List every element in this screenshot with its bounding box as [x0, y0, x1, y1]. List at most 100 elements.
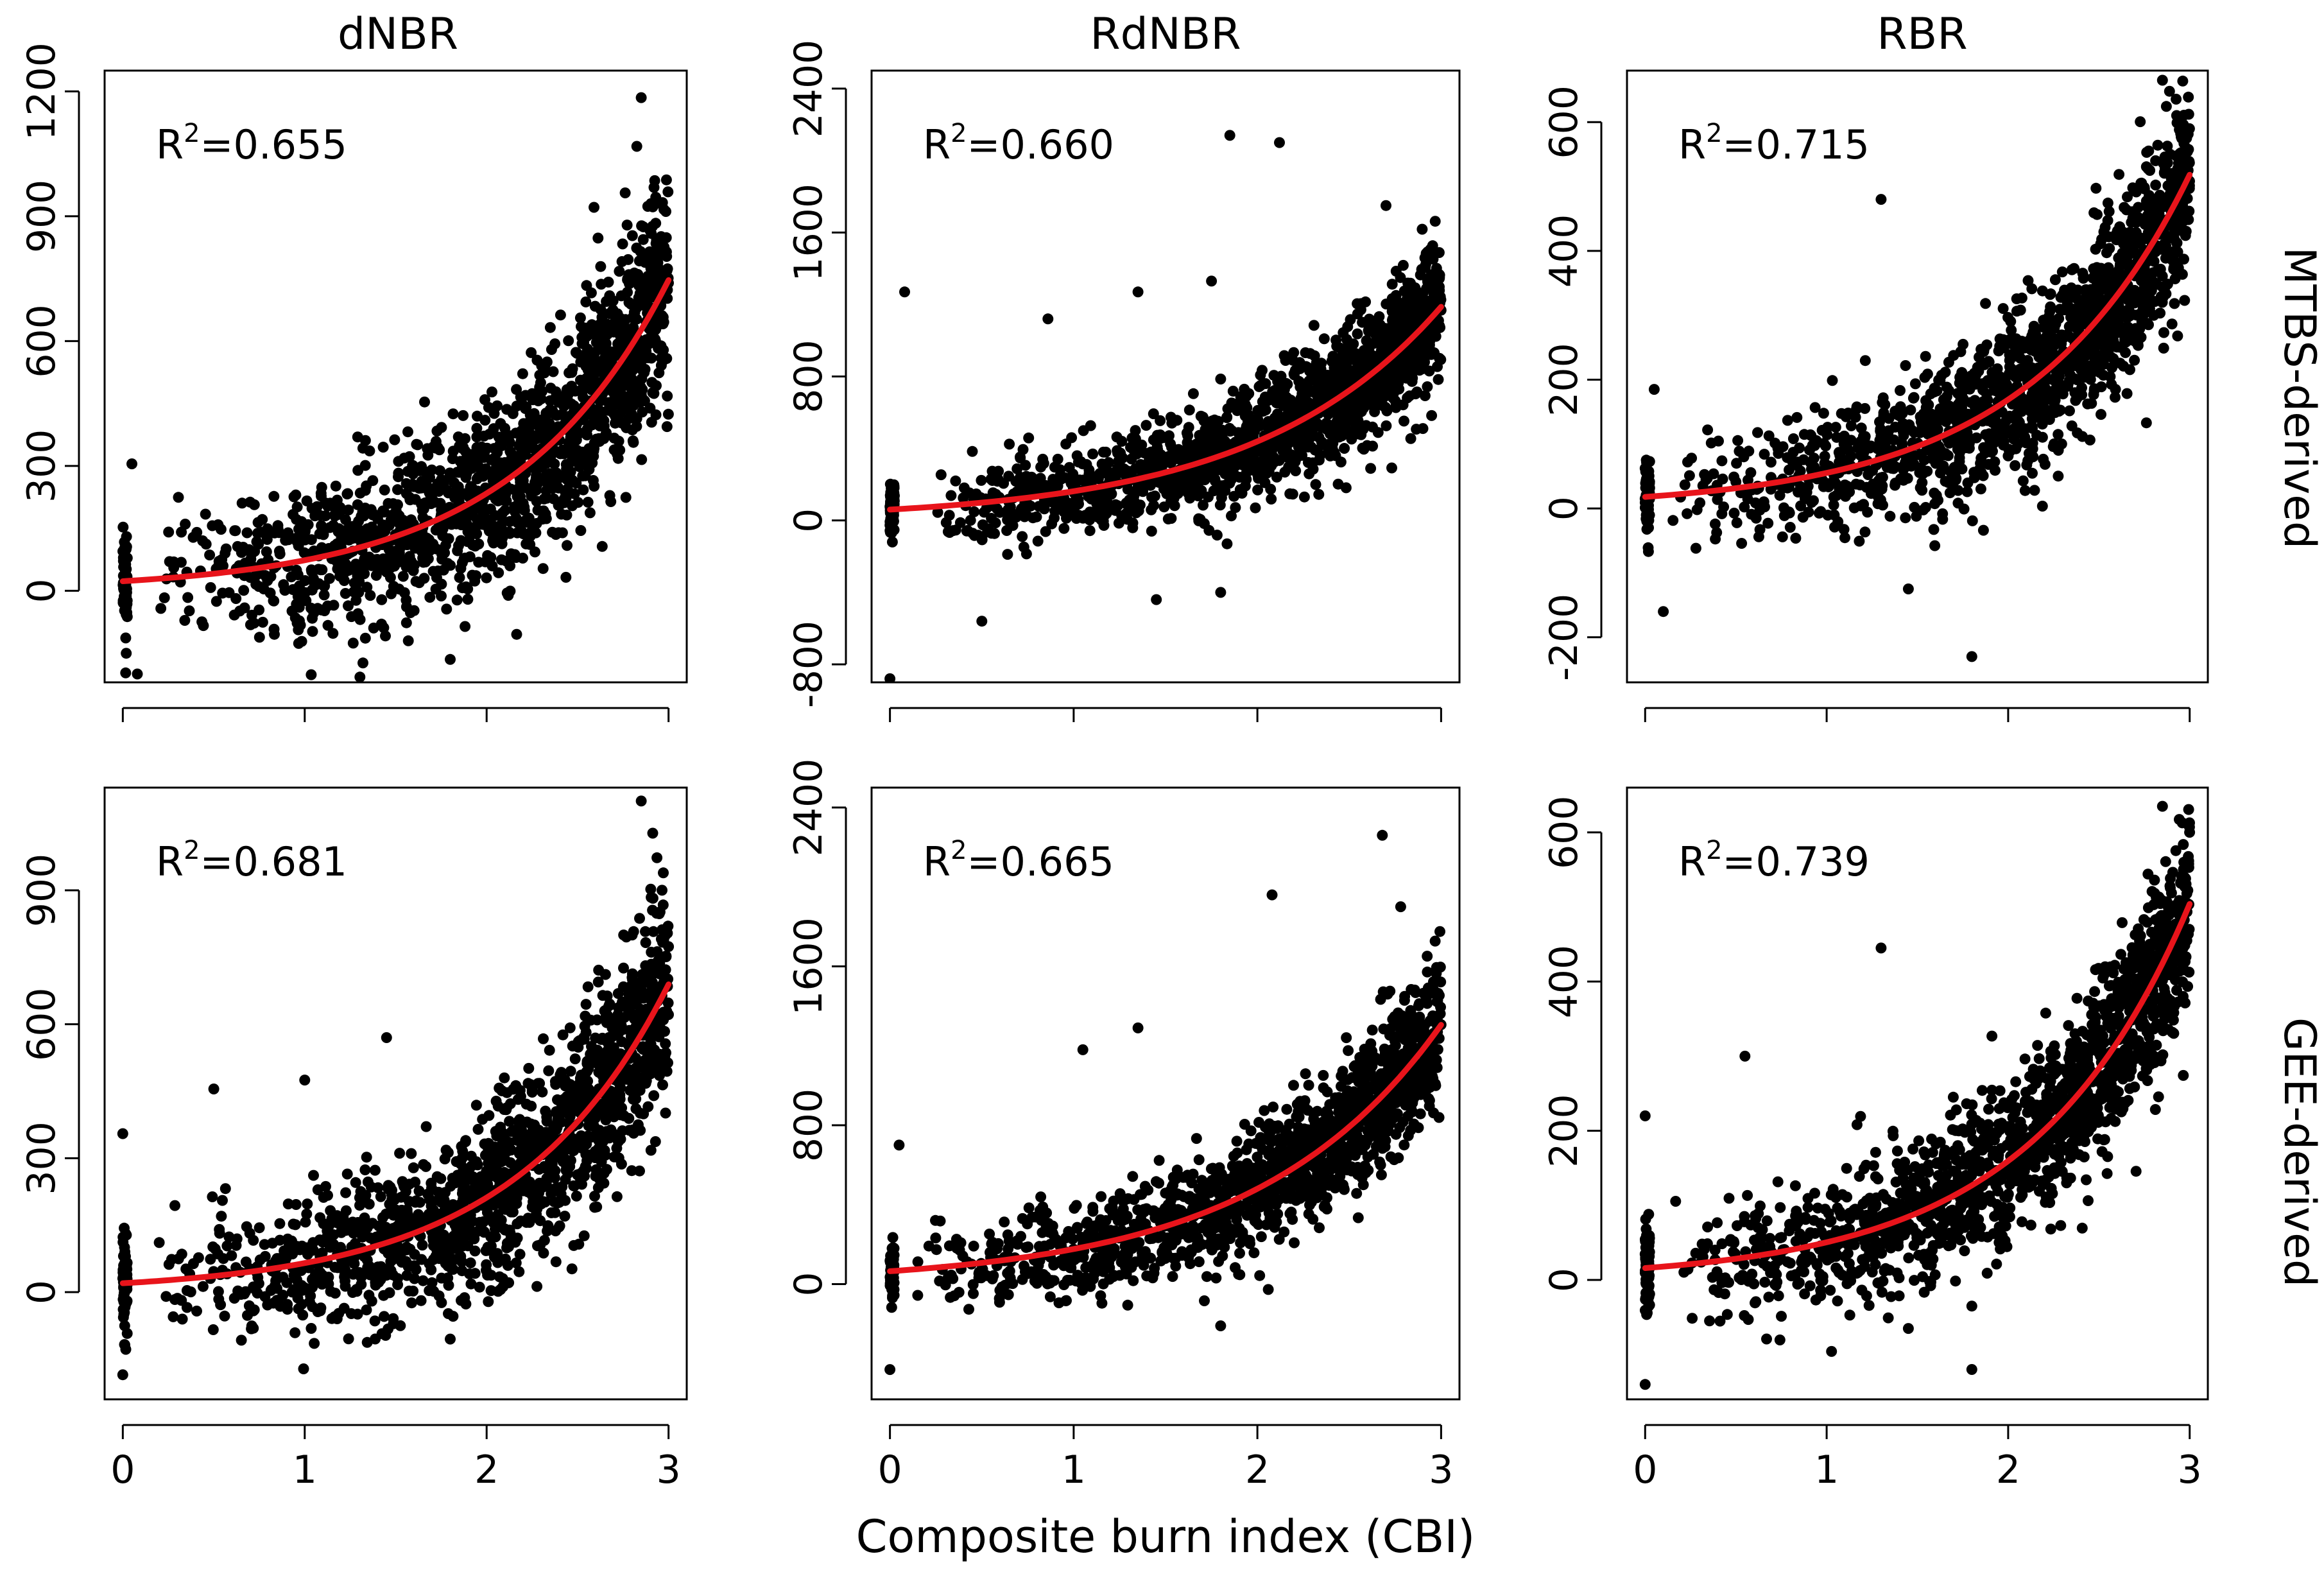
scatter-point: [1932, 415, 1943, 427]
scatter-point: [1717, 473, 1728, 485]
scatter-point: [2129, 208, 2140, 220]
scatter-point: [2069, 353, 2079, 365]
scatter-point: [257, 514, 268, 525]
scatter-point: [983, 523, 994, 535]
scatter-point: [2160, 167, 2172, 178]
scatter-point: [315, 564, 326, 576]
scatter-point: [2144, 277, 2156, 288]
scatter-point: [2132, 340, 2144, 351]
scatter-point: [347, 533, 358, 544]
scatter-point: [1135, 459, 1146, 471]
scatter-point: [278, 579, 289, 591]
scatter-point: [2110, 384, 2121, 395]
scatter-point: [624, 374, 635, 386]
scatter-point: [417, 533, 429, 545]
scatter-point: [2022, 367, 2033, 378]
scatter-point: [211, 596, 222, 607]
scatter-point: [328, 600, 340, 611]
scatter-point: [173, 492, 184, 503]
scatter-point: [1300, 347, 1311, 358]
scatter-point: [361, 1304, 372, 1316]
scatter-point: [1943, 356, 1954, 368]
scatter-point: [1116, 436, 1128, 447]
scatter-point: [2093, 291, 2105, 303]
scatter-point: [2082, 398, 2094, 410]
scatter-point: [352, 499, 363, 510]
scatter-point: [1416, 223, 1428, 235]
scatter-point: [1007, 520, 1019, 531]
scatter-point: [409, 559, 420, 571]
scatter-point: [120, 1299, 132, 1310]
scatter-point: [2053, 471, 2064, 482]
y-tick-label: 900: [19, 854, 64, 928]
scatter-point: [1399, 285, 1410, 297]
scatter-point: [120, 1343, 132, 1355]
scatter-point: [644, 292, 655, 304]
scatter-point: [1868, 486, 1879, 497]
scatter-point: [1355, 298, 1366, 309]
scatter-point: [2011, 293, 2022, 304]
scatter-point: [544, 322, 556, 333]
scatter-point: [2065, 370, 2076, 381]
scatter-point: [1232, 405, 1243, 417]
scatter-point: [1399, 415, 1409, 427]
column-title-dnbr: dNBR: [338, 9, 458, 60]
scatter-point: [2027, 399, 2039, 410]
scatter-point: [2036, 419, 2048, 430]
scatter-point: [2090, 182, 2102, 194]
scatter-point: [586, 347, 598, 358]
scatter-point: [1641, 524, 1653, 535]
scatter-point: [1845, 420, 1857, 431]
scatter-point: [1088, 471, 1099, 483]
scatter-point: [379, 484, 390, 496]
scatter-point: [2096, 409, 2106, 420]
scatter-point: [628, 306, 640, 318]
scatter-point: [1952, 485, 1964, 496]
scatter-point: [1821, 429, 1833, 440]
scatter-point: [121, 648, 132, 659]
scatter-point: [2121, 388, 2133, 399]
scatter-point: [1769, 437, 1781, 449]
scatter-point: [578, 356, 589, 367]
scatter-point: [2129, 297, 2140, 309]
scatter-point: [1196, 448, 1208, 460]
scatter-point: [2013, 404, 2025, 415]
scatter-point: [426, 483, 437, 495]
scatter-point: [1686, 453, 1698, 464]
scatter-point: [593, 433, 605, 444]
scatter-point: [472, 410, 483, 422]
scatter-point: [660, 206, 671, 217]
scatter-point: [990, 517, 1001, 529]
scatter-point: [400, 617, 412, 628]
scatter-point: [1101, 497, 1113, 508]
scatter-point: [119, 1320, 130, 1331]
scatter-point: [376, 594, 388, 605]
scatter-point: [330, 480, 341, 492]
scatter-point: [1938, 460, 1949, 472]
scatter-point: [662, 263, 673, 275]
scatter-point: [1298, 491, 1310, 503]
scatter-point: [1966, 651, 1977, 662]
scatter-point: [1315, 390, 1327, 402]
scatter-point: [1271, 471, 1282, 483]
scatter-point: [2139, 183, 2150, 194]
scatter-point: [521, 538, 532, 549]
scatter-point: [1943, 385, 1955, 397]
scatter-point: [1097, 446, 1109, 458]
scatter-point: [380, 630, 391, 642]
scatter-point: [1922, 465, 1933, 477]
scatter-point: [1967, 515, 1978, 526]
scatter-point: [1325, 384, 1337, 395]
scatter-point: [2038, 409, 2050, 420]
scatter-point: [359, 460, 371, 471]
scatter-point: [588, 445, 599, 457]
scatter-point: [241, 527, 253, 539]
scatter-point: [1072, 456, 1084, 468]
scatter-point: [1728, 507, 1740, 519]
scatter-point: [886, 536, 898, 548]
scatter-point: [1372, 334, 1383, 345]
y-tick-label: 0: [19, 578, 64, 603]
scatter-point: [469, 457, 481, 469]
